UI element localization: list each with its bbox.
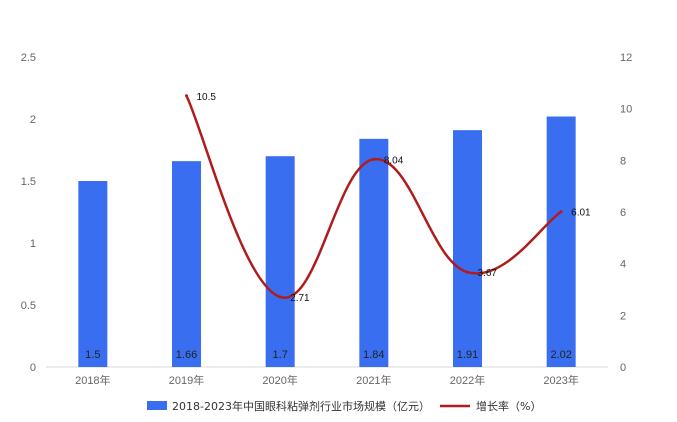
bar	[265, 156, 295, 367]
left-tick-label: 0	[30, 362, 36, 374]
left-tick-label: 2.5	[21, 52, 36, 64]
x-tick-label: 2021年	[356, 373, 391, 387]
right-tick-label: 2	[620, 310, 626, 322]
left-axis: 0 0.5 1 1.5 2 2.5	[21, 52, 36, 374]
legend: 2018-2023年中国眼科粘弹剂行业市场规模（亿元） 增长率（%）	[147, 399, 541, 413]
x-tick-label: 2022年	[450, 373, 485, 387]
bar-data-label: 1.7	[273, 349, 288, 361]
line-point	[466, 270, 469, 274]
bar-data-label: 1.84	[363, 349, 384, 361]
line-data-label: 3.67	[478, 268, 498, 279]
right-tick-label: 10	[620, 104, 632, 116]
x-tick-label: 2020年	[262, 373, 297, 387]
bar-series: 1.5 1.66 1.7 1.84 1.91 2.02	[78, 116, 576, 368]
x-tick-label: 2018年	[75, 373, 110, 387]
line-point	[185, 94, 188, 98]
line-data-label: 8.04	[384, 155, 404, 166]
bar	[78, 181, 108, 367]
growth-rate-line	[185, 94, 563, 299]
left-tick-label: 0.5	[21, 300, 36, 312]
bar-data-label: 1.91	[457, 349, 478, 361]
left-tick-label: 1.5	[21, 176, 36, 188]
line-point	[278, 295, 282, 299]
x-tick-label: 2023年	[543, 373, 578, 387]
left-tick-label: 2	[30, 114, 36, 126]
right-tick-label: 8	[620, 155, 626, 167]
x-tick-label: 2019年	[169, 373, 204, 387]
right-tick-label: 12	[620, 52, 632, 64]
legend-bar-swatch	[147, 401, 167, 410]
right-axis: 0 2 4 6 8 10 12	[620, 52, 632, 374]
line-point	[372, 157, 376, 161]
line-point	[559, 210, 563, 214]
line-series: 10.5 2.71 8.04 3.67 6.01	[185, 92, 591, 304]
right-tick-label: 0	[620, 362, 626, 374]
bar	[172, 161, 201, 367]
line-data-label: 10.5	[197, 92, 217, 103]
bar	[359, 138, 389, 367]
bar-data-label: 2.02	[550, 349, 571, 361]
bar	[453, 130, 482, 367]
line-data-label: 2.71	[290, 293, 310, 304]
bar-data-label: 1.66	[176, 349, 197, 361]
left-tick-label: 1	[30, 238, 36, 250]
legend-bar-label: 2018-2023年中国眼科粘弹剂行业市场规模（亿元）	[172, 399, 430, 413]
bar-data-label: 1.5	[85, 349, 100, 361]
line-data-label: 6.01	[571, 208, 591, 219]
right-tick-label: 6	[620, 207, 626, 219]
legend-line-label: 增长率（%）	[476, 399, 541, 413]
bar	[546, 116, 576, 368]
x-axis: 2018年 2019年 2020年 2021年 2022年 2023年	[46, 366, 608, 387]
right-tick-label: 4	[620, 259, 626, 271]
